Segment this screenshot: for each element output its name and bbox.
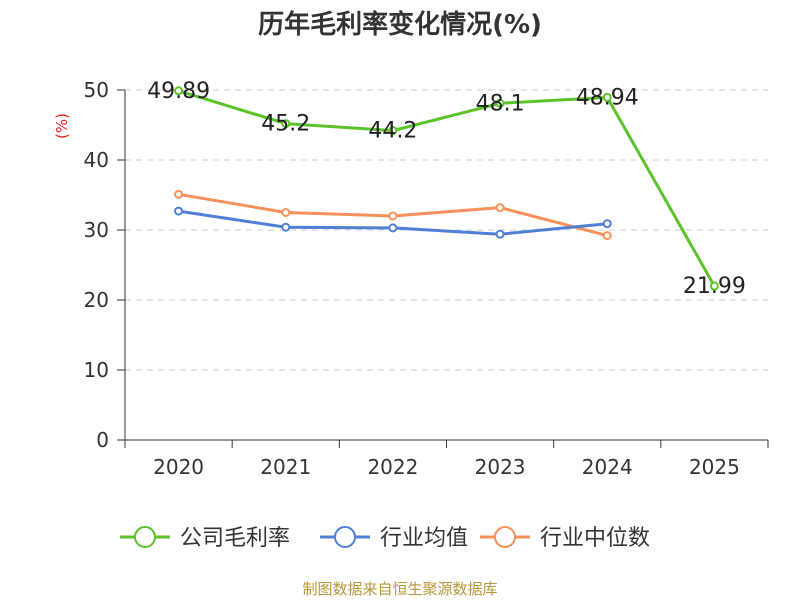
y-tick-label: 40: [84, 148, 109, 172]
legend-marker-icon: [494, 526, 516, 548]
data-label-2020: 49.89: [147, 79, 210, 104]
data-labels: 49.89 45.2 44.2 48.1 48.94 21.99: [147, 79, 746, 299]
data-point-2-2020: [174, 189, 184, 199]
y-tick-label: 30: [84, 218, 109, 242]
data-point-0-2025: [709, 281, 719, 291]
legend-item-1: 行业均值: [320, 526, 468, 551]
data-label-2024: 48.94: [576, 85, 639, 110]
data-point-2-2021: [281, 208, 291, 217]
y-tick-label: 50: [84, 78, 109, 102]
legend-marker-icon: [134, 526, 156, 548]
data-point-1-2022: [388, 223, 398, 233]
legend-item-2: 行业中位数: [480, 526, 650, 551]
legend-marker-icon: [334, 526, 356, 548]
series-points: [174, 86, 719, 291]
x-tick-label-2020: 2020: [153, 455, 204, 479]
series-lines: [178, 89, 716, 287]
y-axis-label: (%): [53, 113, 71, 139]
legend-label: 行业均值: [380, 526, 468, 551]
data-point-1-2020: [174, 206, 184, 216]
data-point-0-2021: [281, 119, 291, 129]
legend-label: 行业中位数: [540, 526, 650, 551]
data-point-1-2023: [495, 229, 505, 239]
data-label-2023: 48.1: [476, 91, 525, 116]
data-point-0-2024: [602, 92, 612, 102]
axes: 0 10 20 30 40 50 (%) 2020 2021 2022 2023 2024 2025: [53, 78, 769, 479]
x-tick-label-2024: 2024: [582, 455, 633, 479]
data-label-2025: 21.99: [683, 274, 746, 299]
source-note: 制图数据来自恒生聚源数据库: [302, 580, 498, 598]
y-tick-label: 0: [96, 428, 109, 452]
data-point-2-2022: [388, 211, 398, 221]
data-label-2022: 44.2: [368, 119, 417, 144]
legend-label: 公司毛利率: [180, 526, 290, 551]
data-point-1-2021: [281, 222, 291, 232]
data-point-0-2020: [174, 86, 184, 96]
data-point-1-2024: [602, 219, 612, 229]
x-tick-label-2021: 2021: [260, 455, 311, 479]
legend-item-0: 公司毛利率: [120, 526, 290, 551]
x-tick-label-2023: 2023: [475, 455, 526, 479]
data-point-2-2023: [495, 203, 505, 213]
series-line-0: [178, 89, 716, 287]
data-point-0-2022: [388, 126, 398, 136]
y-tick-label: 20: [84, 288, 109, 312]
chart-title: 历年毛利率变化情况(%): [258, 10, 542, 40]
x-tick-label-2025: 2025: [689, 455, 740, 479]
y-tick-label: 10: [84, 358, 109, 382]
data-point-0-2023: [495, 98, 505, 108]
data-label-2021: 45.2: [261, 112, 310, 137]
legend: 公司毛利率 行业均值 行业中位数: [120, 526, 650, 551]
data-point-2-2024: [602, 231, 612, 241]
x-tick-label-2022: 2022: [367, 455, 418, 479]
